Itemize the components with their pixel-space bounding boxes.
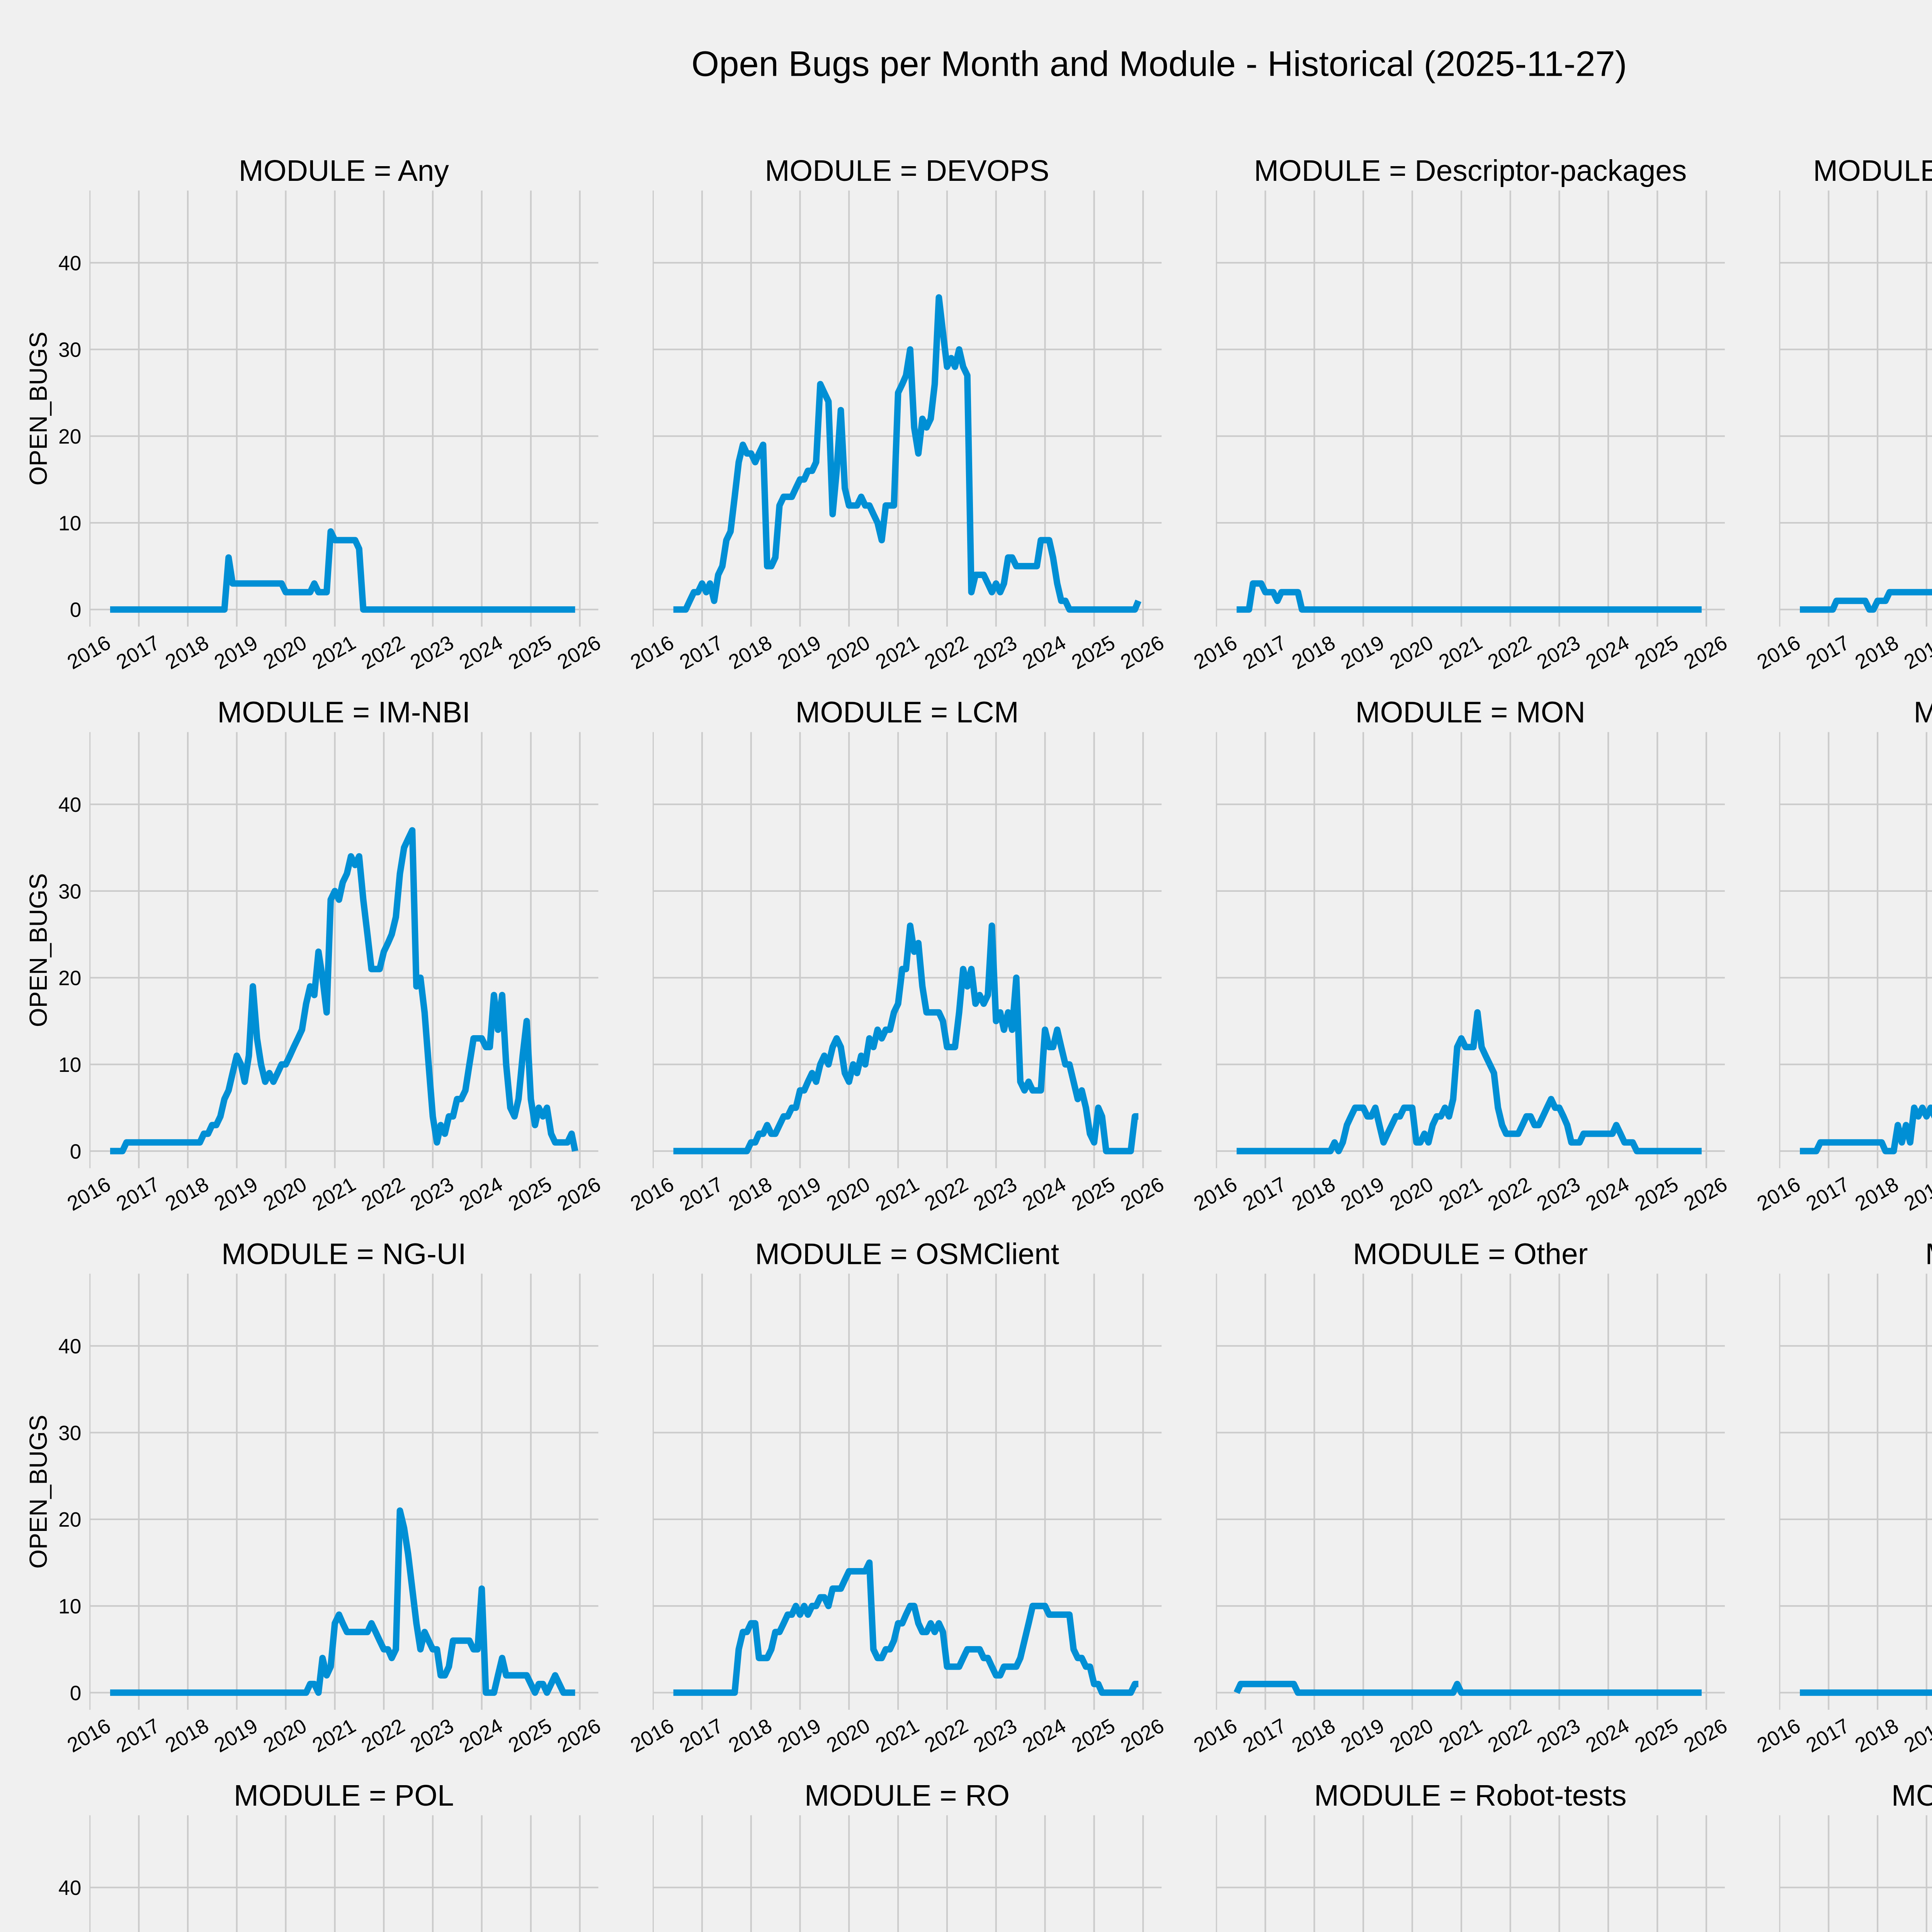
svg-text:10: 10 <box>58 512 81 535</box>
svg-text:MODULE = MON: MODULE = MON <box>1355 696 1585 729</box>
svg-text:10: 10 <box>58 1595 81 1618</box>
svg-text:20: 20 <box>58 1509 81 1531</box>
svg-text:10: 10 <box>58 1054 81 1077</box>
svg-text:30: 30 <box>58 339 81 362</box>
svg-text:MODULE = OSMClient: MODULE = OSMClient <box>755 1237 1059 1270</box>
svg-text:MODULE = Any: MODULE = Any <box>239 154 449 187</box>
svg-text:MODULE = PLA: MODULE = PLA <box>1925 1237 1932 1270</box>
svg-text:0: 0 <box>70 1682 82 1705</box>
svg-text:30: 30 <box>58 880 81 903</box>
svg-text:40: 40 <box>58 1335 81 1358</box>
svg-text:MODULE = Unknown: MODULE = Unknown <box>1891 1779 1932 1812</box>
svg-text:MODULE = IM-NBI: MODULE = IM-NBI <box>217 696 470 729</box>
svg-text:40: 40 <box>58 1877 81 1900</box>
svg-text:MODULE = NG-UI: MODULE = NG-UI <box>221 1237 466 1270</box>
svg-text:0: 0 <box>70 1140 82 1163</box>
svg-text:MODULE = RO: MODULE = RO <box>804 1779 1010 1812</box>
svg-text:MODULE = Descriptor-packages: MODULE = Descriptor-packages <box>1254 154 1687 187</box>
svg-text:OPEN_BUGS: OPEN_BUGS <box>24 1415 52 1568</box>
svg-text:OPEN_BUGS: OPEN_BUGS <box>24 873 52 1027</box>
svg-text:MODULE = N2VC: MODULE = N2VC <box>1914 696 1932 729</box>
svg-text:40: 40 <box>58 252 81 275</box>
svg-text:30: 30 <box>58 1422 81 1445</box>
svg-text:20: 20 <box>58 425 81 448</box>
svg-text:OPEN_BUGS: OPEN_BUGS <box>24 332 52 485</box>
svg-text:40: 40 <box>58 794 81 816</box>
svg-text:0: 0 <box>70 599 82 622</box>
svg-text:MODULE = LCM: MODULE = LCM <box>795 696 1019 729</box>
svg-text:MODULE = Other: MODULE = Other <box>1353 1237 1588 1270</box>
svg-text:MODULE = Robot-tests: MODULE = Robot-tests <box>1314 1779 1627 1812</box>
svg-text:MODULE = Documentation / Wiki: MODULE = Documentation / Wiki <box>1813 154 1932 187</box>
svg-text:20: 20 <box>58 967 81 990</box>
svg-text:MODULE = POL: MODULE = POL <box>234 1779 454 1812</box>
svg-text:Open Bugs per Month and Module: Open Bugs per Month and Module - Histori… <box>691 44 1627 84</box>
svg-text:MODULE = DEVOPS: MODULE = DEVOPS <box>765 154 1049 187</box>
